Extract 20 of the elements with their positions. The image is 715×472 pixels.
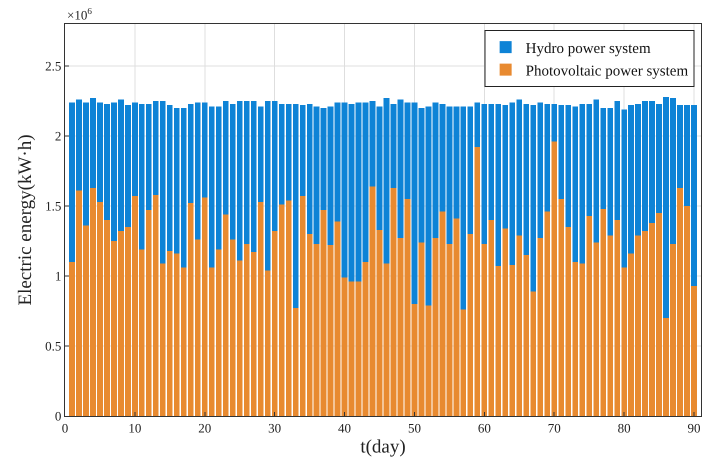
x-tick-label: 60	[478, 420, 491, 436]
y-tick-label: 2.5	[45, 58, 62, 74]
text: ×10$^{6}$	[67, 6, 92, 22]
y-tick-label: 0.5	[45, 338, 62, 354]
y-tick-label: 0	[54, 408, 62, 424]
x-axis-title: t(day)	[360, 436, 406, 458]
x-tick-label: 40	[338, 420, 352, 436]
x-tick-label: 10	[128, 420, 142, 436]
x-tick-label: 70	[548, 420, 561, 436]
y-axis-title: Electric energy(kW·h)	[15, 134, 36, 306]
y-tick-label: 2	[54, 128, 62, 144]
x-tick-label: 50	[408, 420, 421, 436]
x-tick-label: 90	[688, 420, 701, 436]
y-tick-label: 1	[54, 268, 62, 284]
x-tick-label: 20	[198, 420, 212, 436]
y-tick-label: 1.5	[45, 198, 62, 214]
legend-label: Photovoltaic power system	[526, 63, 688, 80]
legend-label: Hydro power system	[526, 40, 651, 57]
x-tick-label: 30	[268, 420, 282, 436]
x-tick-label: 80	[618, 420, 631, 436]
